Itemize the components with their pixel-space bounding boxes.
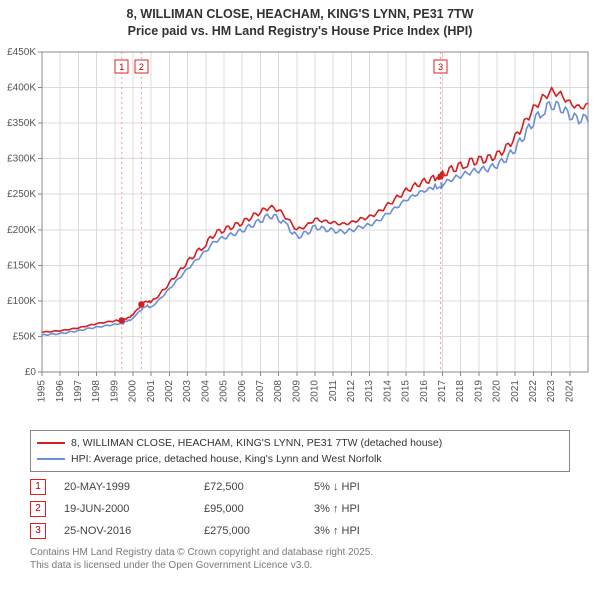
svg-text:2012: 2012: [346, 379, 357, 402]
svg-text:2004: 2004: [200, 379, 211, 402]
svg-text:2010: 2010: [310, 379, 321, 402]
event-row: 3 25-NOV-2016£275,0003% ↑ HPI: [30, 520, 570, 542]
svg-text:2016: 2016: [419, 379, 430, 402]
svg-text:2018: 2018: [455, 379, 466, 402]
chart-container: 8, WILLIMAN CLOSE, HEACHAM, KING'S LYNN,…: [0, 0, 600, 572]
event-row: 1 20-MAY-1999£72,5005% ↓ HPI: [30, 476, 570, 498]
svg-text:2006: 2006: [237, 379, 248, 402]
svg-text:2009: 2009: [291, 379, 302, 402]
legend-item: HPI: Average price, detached house, King…: [37, 451, 563, 467]
svg-text:£0: £0: [25, 367, 37, 378]
svg-text:2017: 2017: [437, 379, 448, 402]
svg-text:2015: 2015: [401, 379, 412, 402]
svg-text:£100K: £100K: [7, 296, 36, 307]
event-marker: 2: [30, 501, 46, 517]
event-price: £275,000: [204, 525, 314, 537]
svg-text:£250K: £250K: [7, 189, 36, 200]
svg-text:£450K: £450K: [7, 47, 36, 58]
event-date: 25-NOV-2016: [64, 525, 204, 537]
svg-text:2000: 2000: [128, 379, 139, 402]
event-price: £72,500: [204, 481, 314, 493]
title-line-2: Price paid vs. HM Land Registry's House …: [0, 23, 600, 40]
svg-text:2023: 2023: [546, 379, 557, 402]
svg-text:£50K: £50K: [13, 331, 37, 342]
svg-text:1999: 1999: [109, 379, 120, 402]
legend-swatch: [37, 458, 65, 460]
legend-item: 8, WILLIMAN CLOSE, HEACHAM, KING'S LYNN,…: [37, 435, 563, 451]
svg-text:2002: 2002: [164, 379, 175, 402]
svg-text:3: 3: [438, 62, 443, 72]
svg-text:1: 1: [119, 62, 124, 72]
svg-text:2008: 2008: [273, 379, 284, 402]
svg-text:£350K: £350K: [7, 118, 36, 129]
legend: 8, WILLIMAN CLOSE, HEACHAM, KING'S LYNN,…: [30, 430, 570, 472]
svg-text:2: 2: [139, 62, 144, 72]
attribution-line-1: Contains HM Land Registry data © Crown c…: [30, 546, 570, 559]
chart-title: 8, WILLIMAN CLOSE, HEACHAM, KING'S LYNN,…: [0, 0, 600, 40]
legend-label: 8, WILLIMAN CLOSE, HEACHAM, KING'S LYNN,…: [71, 437, 442, 449]
svg-text:£200K: £200K: [7, 225, 36, 236]
svg-text:2001: 2001: [146, 379, 157, 402]
event-row: 2 19-JUN-2000£95,0003% ↑ HPI: [30, 498, 570, 520]
svg-text:2005: 2005: [219, 379, 230, 402]
svg-text:2020: 2020: [492, 379, 503, 402]
svg-text:2014: 2014: [382, 379, 393, 402]
svg-text:2013: 2013: [364, 379, 375, 402]
events-table: 1 20-MAY-1999£72,5005% ↓ HPI 2 19-JUN-2000£…: [30, 476, 570, 542]
svg-text:2007: 2007: [255, 379, 266, 402]
event-price: £95,000: [204, 503, 314, 515]
svg-text:1995: 1995: [37, 379, 48, 402]
attribution-line-2: This data is licensed under the Open Gov…: [30, 559, 570, 572]
svg-text:£400K: £400K: [7, 82, 36, 93]
svg-text:2021: 2021: [510, 379, 521, 402]
event-marker: 3: [30, 523, 46, 539]
event-delta: 3% ↑ HPI: [314, 503, 424, 515]
svg-text:1998: 1998: [91, 379, 102, 402]
svg-text:2011: 2011: [328, 379, 339, 401]
attribution: Contains HM Land Registry data © Crown c…: [30, 546, 570, 572]
legend-label: HPI: Average price, detached house, King…: [71, 453, 382, 465]
svg-text:1997: 1997: [73, 379, 84, 402]
title-line-1: 8, WILLIMAN CLOSE, HEACHAM, KING'S LYNN,…: [0, 6, 600, 23]
svg-text:£150K: £150K: [7, 260, 36, 271]
legend-swatch: [37, 442, 65, 444]
event-date: 20-MAY-1999: [64, 481, 204, 493]
event-marker: 1: [30, 479, 46, 495]
svg-text:2024: 2024: [564, 379, 575, 402]
svg-text:2019: 2019: [473, 379, 484, 402]
event-date: 19-JUN-2000: [64, 503, 204, 515]
svg-text:£300K: £300K: [7, 153, 36, 164]
svg-text:2022: 2022: [528, 379, 539, 402]
event-delta: 3% ↑ HPI: [314, 525, 424, 537]
event-delta: 5% ↓ HPI: [314, 481, 424, 493]
chart-svg: £0 £50K £100K £150K £200K £250K £300K £350K £400…: [2, 44, 598, 424]
chart-plot: £0 £50K £100K £150K £200K £250K £300K £350K £400…: [2, 44, 598, 424]
svg-text:2003: 2003: [182, 379, 193, 402]
svg-text:1996: 1996: [55, 379, 66, 402]
